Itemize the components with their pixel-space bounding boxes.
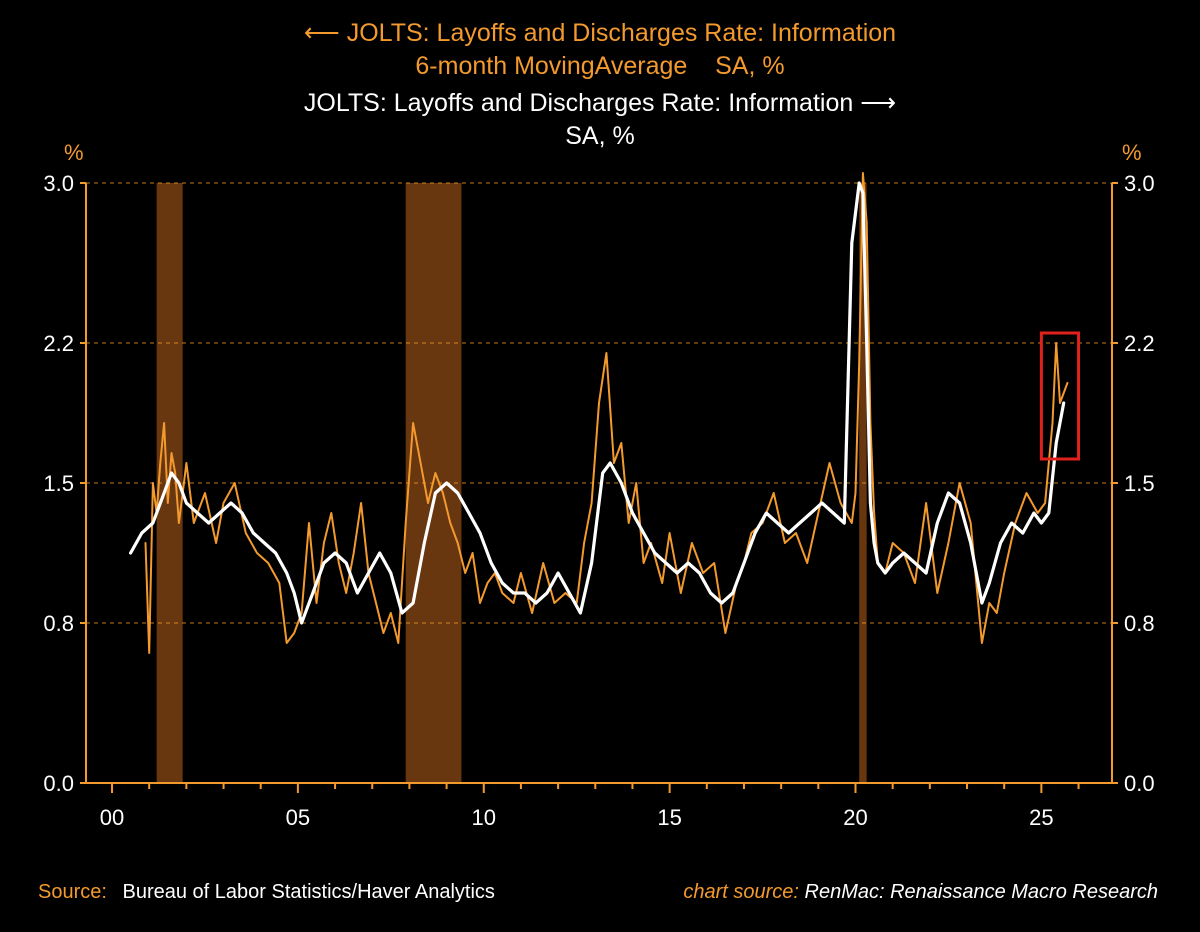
left-y-tick-label-4: 3.0 bbox=[43, 171, 74, 196]
source-label: Source: bbox=[38, 881, 107, 903]
right-y-tick-label-0: 0.0 bbox=[1124, 771, 1155, 796]
highlight-box bbox=[1039, 331, 1081, 461]
right-y-tick-label-4: 3.0 bbox=[1124, 171, 1155, 196]
orange-series-subtitle: 6-month MovingAverage SA, % bbox=[415, 52, 785, 80]
orange-legend-arrow: ⟵ bbox=[303, 19, 347, 47]
x-tick-label-2: 10 bbox=[472, 805, 496, 830]
left-y-tick-label-0: 0.0 bbox=[43, 771, 74, 796]
left-axis-unit: % bbox=[64, 140, 84, 165]
right-y-tick-label-1: 0.8 bbox=[1124, 611, 1155, 636]
x-tick-label-1: 05 bbox=[286, 805, 310, 830]
white-series-title: JOLTS: Layoffs and Discharges Rate: Info… bbox=[303, 89, 854, 117]
white-series-subtitle: SA, % bbox=[565, 122, 635, 150]
moving-average-line bbox=[129, 181, 1066, 625]
x-tick-label-4: 20 bbox=[843, 805, 867, 830]
chart-source-text: RenMac: Renaissance Macro Research bbox=[804, 881, 1159, 903]
x-tick-label-5: 25 bbox=[1029, 805, 1053, 830]
monthly-series-line bbox=[144, 172, 1069, 654]
x-tick-label-0: 00 bbox=[100, 805, 124, 830]
right-y-tick-label-3: 2.2 bbox=[1124, 331, 1155, 356]
left-y-tick-label-3: 2.2 bbox=[43, 331, 74, 356]
chart-source-label: chart source: bbox=[683, 881, 799, 903]
left-y-tick-label-1: 0.8 bbox=[43, 611, 74, 636]
white-legend-arrow: ⟶ bbox=[853, 89, 897, 117]
right-y-tick-label-2: 1.5 bbox=[1124, 471, 1155, 496]
right-axis-unit: % bbox=[1122, 140, 1142, 165]
orange-series-title: JOLTS: Layoffs and Discharges Rate: Info… bbox=[346, 19, 897, 47]
x-tick-label-3: 15 bbox=[657, 805, 681, 830]
left-y-tick-label-2: 1.5 bbox=[43, 471, 74, 496]
source-text: Bureau of Labor Statistics/Haver Analyti… bbox=[122, 881, 495, 903]
